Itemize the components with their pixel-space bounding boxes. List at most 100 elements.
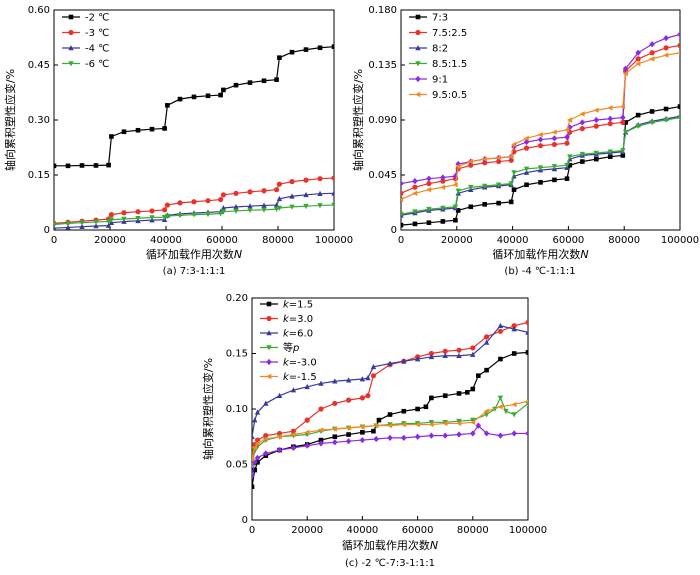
data-point-a-1-6 (121, 210, 127, 216)
data-point-b-5-19 (619, 103, 626, 110)
y-tick-label-a-0: 0 (44, 225, 50, 236)
data-point-c-0-11 (371, 428, 376, 434)
data-point-c-5-15 (428, 421, 434, 428)
data-point-b-1-13 (551, 141, 558, 148)
data-point-c-4-19 (475, 422, 482, 429)
legend-label-c-4: k=-3.0 (283, 358, 317, 369)
data-point-c-0-26 (525, 350, 528, 355)
data-point-b-1-2 (426, 180, 432, 187)
data-point-b-5-4 (452, 182, 458, 188)
data-point-b-5-7 (481, 156, 487, 162)
data-point-b-1-14 (564, 140, 570, 146)
data-point-c-5-6 (304, 429, 310, 436)
data-point-b-1-18 (607, 121, 613, 127)
data-point-c-2-16 (428, 353, 435, 360)
x-tick-label-b-4: 80000 (608, 235, 640, 246)
plot-area-b (401, 31, 680, 228)
data-point-c-5-22 (525, 399, 528, 403)
data-point-a-1-10 (164, 202, 170, 208)
y-tick-label-b-3: 0.135 (368, 60, 397, 71)
data-point-c-1-7 (318, 406, 324, 412)
data-point-c-1-22 (511, 323, 517, 329)
data-point-c-5-20 (497, 404, 503, 410)
data-point-a-0-6 (121, 129, 127, 135)
legend-label-c-0: k=1.5 (283, 300, 313, 311)
data-point-b-5-17 (593, 107, 599, 113)
data-point-a-3-3 (93, 219, 99, 225)
data-point-b-4-16 (579, 119, 586, 126)
x-axis-label-c: 循环加载作用次数N (342, 538, 438, 552)
y-tick-label-b-2: 0.090 (368, 115, 397, 126)
data-point-c-4-3 (263, 450, 269, 457)
plot-area-c (252, 319, 528, 489)
data-point-b-5-13 (551, 129, 557, 135)
data-point-b-4-13 (551, 135, 558, 142)
data-point-a-2-22 (303, 191, 309, 198)
data-point-c-0-9 (346, 432, 351, 437)
data-point-b-1-7 (482, 160, 488, 166)
data-point-b-0-16 (580, 159, 585, 164)
data-point-c-2-9 (345, 377, 352, 383)
data-point-b-0-14 (564, 176, 570, 181)
data-point-b-4-2 (426, 175, 432, 182)
data-point-a-3-8 (149, 215, 155, 221)
data-point-c-2-12 (370, 363, 377, 370)
data-point-b-5-2 (426, 186, 432, 193)
data-point-c-0-12 (376, 417, 382, 423)
data-point-b-1-21 (635, 56, 641, 62)
y-tick-label-a-4: 0.60 (28, 5, 50, 16)
data-point-c-4-2 (254, 454, 261, 461)
x-tick-label-c-0: 0 (249, 525, 255, 536)
data-point-c-1-10 (359, 395, 365, 401)
data-point-c-4-16 (442, 432, 448, 439)
x-tick-label-c-5: 100000 (509, 525, 547, 536)
data-point-b-4-20 (622, 65, 629, 72)
data-point-a-1-11 (177, 200, 183, 206)
legend-label-b-1: 7.5:2.5 (432, 28, 467, 39)
data-point-a-1-12 (191, 199, 197, 205)
x-tick-label-c-1: 20000 (291, 525, 323, 536)
data-point-a-1-8 (149, 208, 155, 214)
data-point-b-3-23 (663, 117, 669, 123)
data-point-c-0-22 (476, 373, 481, 378)
data-point-c-0-7 (318, 437, 324, 443)
data-point-b-0-1 (412, 221, 418, 227)
data-point-b-3-18 (607, 149, 613, 155)
data-point-c-5-9 (345, 425, 351, 431)
data-point-c-4-14 (414, 433, 421, 440)
data-point-a-1-21 (289, 179, 295, 185)
data-point-c-5-0 (252, 456, 255, 462)
data-point-c-2-17 (442, 352, 448, 359)
data-point-c-2-19 (470, 351, 476, 357)
x-tick-label-b-1: 20000 (441, 235, 473, 246)
data-point-a-1-20 (276, 181, 282, 187)
data-point-c-4-17 (456, 431, 462, 438)
data-point-b-0-15 (567, 162, 573, 168)
data-point-b-5-15 (566, 117, 573, 123)
legend-marker-a-3 (68, 61, 74, 67)
data-point-a-3-18 (261, 207, 267, 213)
data-point-c-1-9 (346, 397, 352, 403)
data-point-b-3-2 (426, 206, 432, 213)
data-point-a-0-23 (317, 45, 323, 51)
y-tick-label-b-0: 0 (391, 225, 397, 236)
data-point-c-0-10 (360, 430, 365, 435)
legend-label-c-2: k=6.0 (283, 329, 313, 340)
data-point-b-0-11 (524, 182, 529, 188)
data-point-c-0-24 (498, 356, 503, 362)
legend-label-a-3: -6 ℃ (85, 59, 109, 70)
legend-label-b-2: 8:2 (432, 44, 448, 55)
data-point-c-2-0 (252, 433, 255, 440)
data-point-b-1-3 (440, 178, 446, 184)
data-point-b-3-12 (537, 165, 544, 171)
legend-marker-c-2 (266, 330, 272, 336)
data-point-a-0-20 (277, 55, 282, 60)
data-point-c-3-24 (525, 401, 528, 407)
data-point-a-0-21 (289, 49, 295, 55)
data-point-c-4-5 (290, 444, 297, 451)
data-point-c-1-21 (497, 328, 503, 334)
data-point-b-3-6 (468, 184, 474, 191)
data-point-a-1-14 (218, 196, 224, 203)
legend-a: -2 ℃ -3 ℃ -4 ℃ -6 ℃ (62, 13, 109, 70)
